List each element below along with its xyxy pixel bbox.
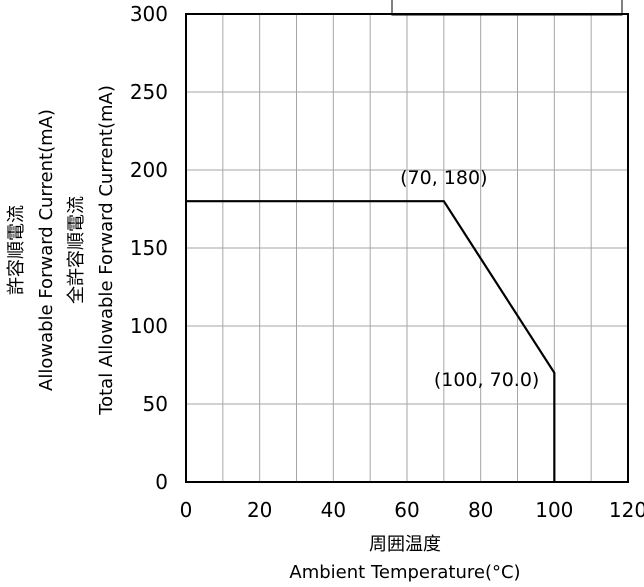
x-tick-label: 120 — [609, 498, 644, 522]
y-tick-label: 200 — [130, 158, 168, 182]
annotations: (70, 180) (100, 70.0) — [400, 167, 539, 391]
x-tick-label: 60 — [394, 498, 419, 522]
x-tick-label: 80 — [468, 498, 493, 522]
plot-frame — [185, 13, 629, 483]
y-axis-title-line-1: 許容順電流 — [6, 205, 27, 295]
series-layer — [186, 200, 556, 482]
legend-box — [391, 0, 623, 16]
y-axis-title-line-4: Total Allowable Forward Current(mA) — [96, 85, 117, 416]
x-tick-label: 40 — [321, 498, 346, 522]
series-line-0 — [186, 200, 556, 482]
y-axis-title-line-3: 全許容順電流 — [66, 196, 87, 304]
x-tick-label: 100 — [535, 498, 573, 522]
x-axis-title-line-2: Ambient Temperature(°C) — [289, 562, 520, 583]
y-tick-labels: 0 50 100 150 200 250 300 — [130, 2, 168, 494]
y-tick-label: 0 — [155, 470, 168, 494]
x-tick-labels: 0 20 40 60 80 100 120 — [180, 498, 644, 522]
y-tick-label: 150 — [130, 236, 168, 260]
y-axis-title: 許容順電流 Allowable Forward Current(mA) 全許容順… — [6, 85, 117, 416]
x-axis-title: 周囲温度 Ambient Temperature(°C) — [289, 534, 520, 583]
y-tick-label: 100 — [130, 314, 168, 338]
y-axis-title-line-2: Allowable Forward Current(mA) — [36, 109, 57, 391]
x-axis-title-line-1: 周囲温度 — [369, 534, 441, 555]
x-tick-label: 20 — [247, 498, 272, 522]
grid-lines — [186, 14, 628, 482]
data-label: (100, 70.0) — [434, 369, 539, 391]
y-tick-label: 300 — [130, 2, 168, 26]
data-label: (70, 180) — [400, 167, 487, 189]
x-tick-label: 0 — [180, 498, 193, 522]
y-tick-label: 250 — [130, 80, 168, 104]
y-tick-label: 50 — [143, 392, 168, 416]
